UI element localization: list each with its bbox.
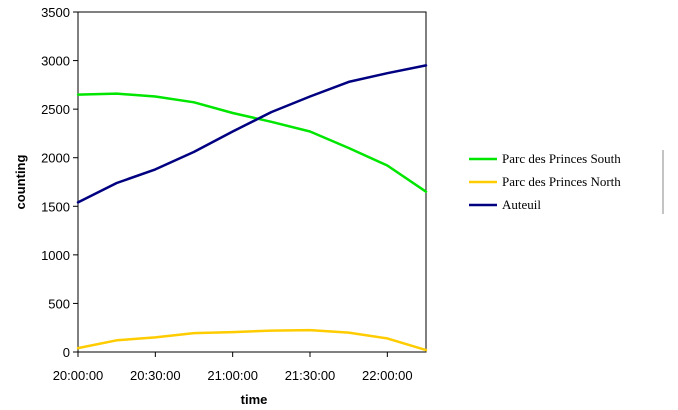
legend-label: Parc des Princes North [502, 174, 621, 189]
series-line-auteuil [76, 64, 428, 204]
legend: Parc des Princes South Parc des Princes N… [469, 150, 664, 214]
y-tick-label: 3500 [41, 5, 70, 20]
y-tick-label: 0 [63, 345, 70, 360]
series-lines [76, 64, 428, 352]
series-line-parc-des-princes-south [76, 92, 428, 193]
x-tick-label: 21:00:00 [207, 368, 258, 383]
x-tick-label: 20:00:00 [53, 368, 104, 383]
series-line-parc-des-princes-north [76, 328, 428, 352]
plot-area [77, 11, 427, 353]
x-axis-title: time [241, 392, 268, 407]
y-tick-label: 3000 [41, 54, 70, 69]
legend-label: Parc des Princes South [502, 151, 621, 166]
y-tick-label: 2000 [41, 151, 70, 166]
y-axis-ticks: 0 500 1000 1500 2000 2500 3000 3500 [41, 5, 78, 360]
plot-frame [77, 11, 427, 353]
legend-label: Auteuil [502, 197, 541, 212]
y-tick-label: 1000 [41, 248, 70, 263]
x-tick-label: 22:00:00 [362, 368, 413, 383]
x-axis-ticks: 20:00:00 20:30:00 21:00:00 21:30:00 22:00:00 [53, 352, 413, 383]
x-tick-label: 21:30:00 [285, 368, 336, 383]
x-tick-label: 20:30:00 [130, 368, 181, 383]
y-axis-title: counting [13, 155, 28, 210]
y-tick-label: 1500 [41, 199, 70, 214]
y-tick-label: 2500 [41, 102, 70, 117]
y-tick-label: 500 [48, 296, 70, 311]
